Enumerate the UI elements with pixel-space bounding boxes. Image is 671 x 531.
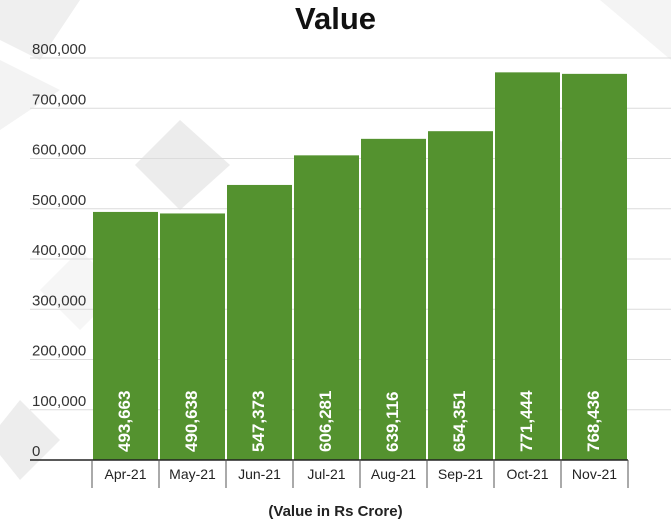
data-label: 547,373 (249, 391, 268, 452)
bar (160, 213, 225, 460)
data-label: 768,436 (584, 391, 603, 452)
x-tick-label: Apr-21 (104, 466, 146, 482)
y-tick-label: 100,000 (32, 393, 86, 410)
chart-title: Value (295, 1, 376, 36)
data-label: 639,116 (383, 391, 402, 452)
bar (294, 155, 359, 460)
x-axis-ticks: Apr-21 May-21 Jun-21 Jul-21 Aug-21 Sep-21 Oct-… (104, 466, 617, 482)
data-label: 606,281 (316, 391, 335, 452)
y-tick-label: 500,000 (32, 192, 86, 209)
x-tick-label: Nov-21 (572, 466, 617, 482)
x-tick-label: Jun-21 (238, 466, 281, 482)
x-tick-label: May-21 (169, 466, 216, 482)
x-tick-label: Aug-21 (371, 466, 416, 482)
data-label: 493,663 (115, 391, 134, 452)
y-axis-ticks: 0 100,000 200,000 300,000 400,000 500,000 600,… (32, 41, 86, 460)
bar (562, 73, 627, 461)
y-tick-label: 600,000 (32, 142, 86, 159)
data-labels: 493,663 490,638 547,373 606,281 639,116 654,3… (115, 390, 603, 452)
y-tick-label: 400,000 (32, 242, 86, 259)
y-tick-label: 200,000 (32, 343, 86, 360)
bar (495, 72, 560, 460)
bars (93, 72, 627, 461)
data-label: 490,638 (182, 391, 201, 452)
x-tick-label: Sep-21 (438, 466, 483, 482)
y-tick-label: 300,000 (32, 292, 86, 309)
bar (93, 211, 158, 460)
bar (227, 184, 292, 460)
x-axis-label: (Value in Rs Crore) (268, 503, 403, 520)
data-label: 771,444 (517, 390, 536, 452)
data-label: 654,351 (450, 391, 469, 452)
y-tick-label: 700,000 (32, 91, 86, 108)
x-axis (30, 459, 629, 488)
y-tick-label: 800,000 (32, 41, 86, 58)
bar (428, 131, 493, 460)
y-tick-label: 0 (32, 443, 40, 460)
x-tick-label: Oct-21 (506, 466, 548, 482)
bar (361, 138, 426, 460)
x-tick-label: Jul-21 (307, 466, 345, 482)
